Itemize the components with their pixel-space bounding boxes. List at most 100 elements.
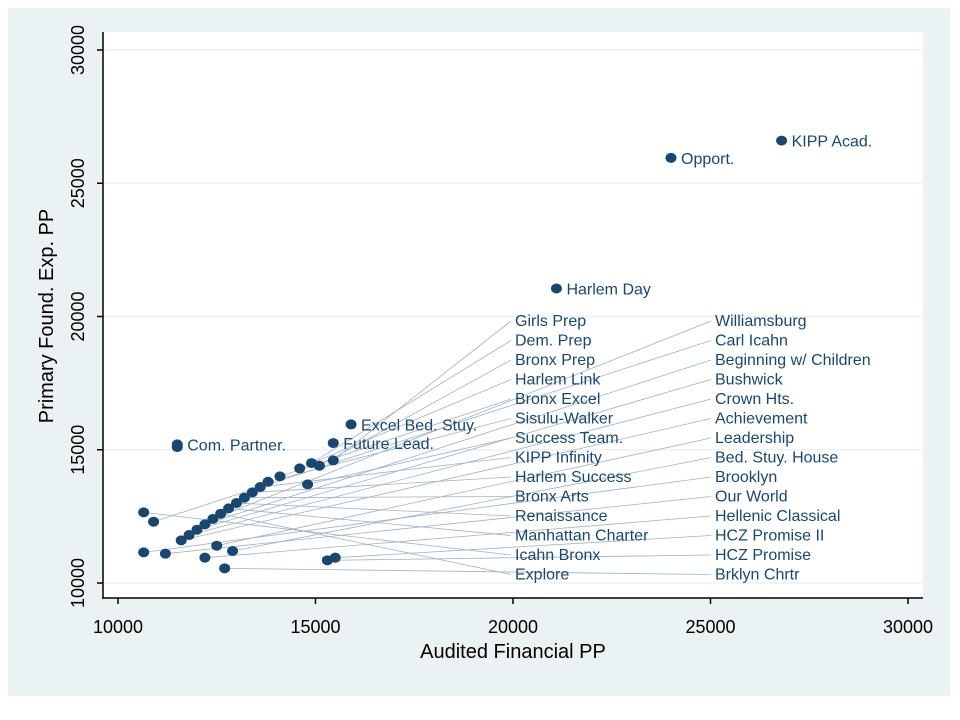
data-point xyxy=(138,547,150,558)
data-point xyxy=(550,283,562,294)
data-point xyxy=(313,460,325,471)
point-label: Achievement xyxy=(715,411,808,428)
point-label: Bronx Prep xyxy=(515,352,595,369)
data-point xyxy=(138,507,150,518)
data-point xyxy=(207,514,219,525)
data-point xyxy=(231,498,242,509)
point-label: Brooklyn xyxy=(715,469,777,486)
point-label: Brklyn Chrtr xyxy=(715,567,800,584)
label-leader-line xyxy=(311,340,512,464)
x-tick-label: 10000 xyxy=(93,617,143,637)
label-leader-line xyxy=(181,418,712,541)
point-label: HCZ Promise xyxy=(715,547,811,564)
point-label: Harlem Link xyxy=(515,372,601,389)
data-point xyxy=(175,535,187,546)
data-point xyxy=(274,471,286,482)
label-leader-line xyxy=(143,476,712,553)
data-point xyxy=(159,548,171,559)
label-leader-line xyxy=(236,502,512,517)
data-point xyxy=(219,563,231,574)
data-point xyxy=(327,455,339,466)
data-point xyxy=(321,555,333,566)
data-point xyxy=(191,524,203,535)
label-leader-line xyxy=(327,554,712,561)
point-label: Crown Hts. xyxy=(715,391,794,408)
label-leader-line xyxy=(216,437,712,547)
point-label: KIPP Acad. xyxy=(792,134,873,151)
label-leader-line xyxy=(307,437,512,485)
data-point xyxy=(262,476,274,487)
point-label: Bushwick xyxy=(715,372,784,389)
point-label: Harlem Success xyxy=(515,469,631,486)
data-point xyxy=(238,492,250,503)
point-label: Harlem Day xyxy=(566,282,650,299)
point-label: Dem. Prep xyxy=(515,333,592,350)
label-leader-line xyxy=(232,457,712,552)
label-leader-line xyxy=(153,340,712,523)
point-label: Renaissance xyxy=(515,508,608,525)
point-label: Com. Partner. xyxy=(187,437,286,454)
point-label: Bronx Arts xyxy=(515,489,589,506)
label-leader-line xyxy=(319,359,512,467)
data-point xyxy=(227,546,239,557)
point-label: Our World xyxy=(715,489,788,506)
y-tick-label: 20000 xyxy=(68,291,88,341)
point-label: Success Team. xyxy=(515,430,623,447)
y-tick-label: 15000 xyxy=(68,425,88,475)
x-tick-label: 20000 xyxy=(488,617,538,637)
y-tick-label: 25000 xyxy=(68,158,88,208)
point-label: Future Lead. xyxy=(343,436,434,453)
y-tick-label: 10000 xyxy=(68,558,88,608)
point-label: Manhattan Charter xyxy=(515,528,649,545)
data-point xyxy=(302,479,314,490)
label-leader-line xyxy=(196,379,712,531)
data-point xyxy=(148,516,160,527)
data-point xyxy=(215,508,227,519)
point-label: Beginning w/ Children xyxy=(715,352,871,369)
point-label: Bronx Excel xyxy=(515,391,600,408)
data-point xyxy=(183,530,195,541)
point-label: Excel Bed. Stuy. xyxy=(361,417,477,434)
data-point xyxy=(327,438,339,449)
data-point xyxy=(211,540,223,551)
point-label: Bed. Stuy. House xyxy=(715,450,838,467)
label-leader-line xyxy=(165,496,712,555)
data-point xyxy=(345,419,357,430)
point-label: Williamsburg xyxy=(715,313,807,330)
label-leader-line xyxy=(299,379,512,469)
x-axis-label: Audited Financial PP xyxy=(420,641,606,663)
data-point xyxy=(223,503,235,514)
point-label: Hellenic Classical xyxy=(715,508,840,525)
point-label: Explore xyxy=(515,567,569,584)
point-label: HCZ Promise II xyxy=(715,528,824,545)
data-point xyxy=(199,519,211,530)
point-label: Carl Icahn xyxy=(715,333,788,350)
data-point xyxy=(199,552,211,563)
data-point xyxy=(294,463,306,474)
label-leader-line xyxy=(333,320,512,461)
point-label: Opport. xyxy=(681,151,734,168)
data-point xyxy=(171,442,183,453)
label-leader-line xyxy=(212,320,712,520)
point-label: Icahn Bronx xyxy=(515,547,600,564)
point-label: Girls Prep xyxy=(515,313,586,330)
y-axis-label: Primary Found. Exp. PP xyxy=(36,209,58,424)
point-label: KIPP Infinity xyxy=(515,450,602,467)
label-leader-line xyxy=(188,398,712,536)
x-tick-label: 25000 xyxy=(685,617,735,637)
x-tick-label: 30000 xyxy=(883,617,933,637)
data-point xyxy=(665,152,677,163)
point-label: Leadership xyxy=(715,430,794,447)
x-tick-label: 15000 xyxy=(290,617,340,637)
label-leader-line xyxy=(204,359,712,525)
data-point xyxy=(246,487,258,498)
y-tick-label: 30000 xyxy=(68,25,88,75)
data-point xyxy=(254,482,266,493)
label-leader-line xyxy=(224,567,712,575)
data-point xyxy=(776,135,788,146)
label-leader-line xyxy=(335,535,712,559)
point-label: Sisulu-Walker xyxy=(515,411,614,428)
label-leader-line xyxy=(204,515,712,559)
